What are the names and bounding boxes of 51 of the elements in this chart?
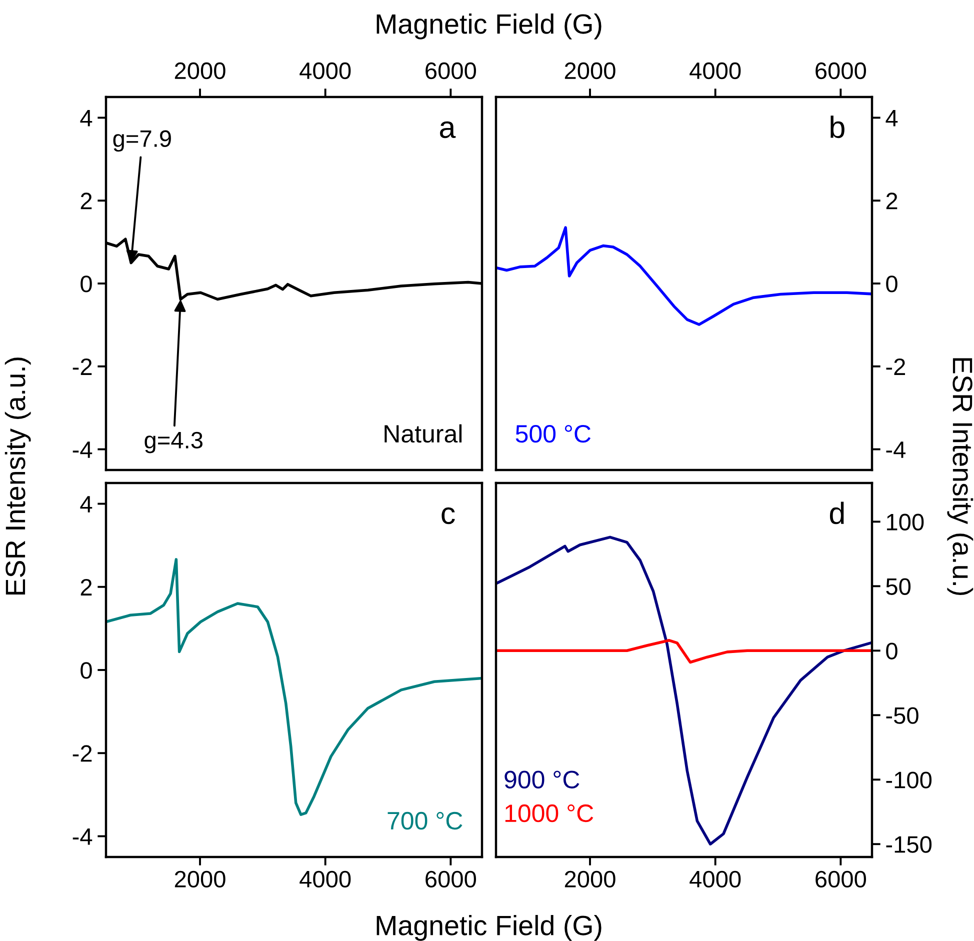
x-tick-label: 4000 bbox=[690, 62, 741, 80]
line-series bbox=[496, 638, 872, 664]
y-tick-label: 0 bbox=[80, 276, 92, 292]
text: 700 °C bbox=[388, 812, 462, 830]
x-tick-label: 6000 bbox=[816, 62, 866, 80]
y-tick-label: -2 bbox=[72, 358, 92, 375]
x-tick-label: 2000 bbox=[564, 870, 616, 888]
x-tick-label: 4000 bbox=[300, 62, 351, 80]
y-axis-title: ESR Intensity (a.u.) bbox=[4, 358, 31, 594]
text: 900 °C bbox=[504, 770, 580, 788]
x-tick-label: 6000 bbox=[816, 870, 866, 888]
x-tick-label: 2000 bbox=[564, 62, 616, 80]
x-tick-label: 2000 bbox=[174, 870, 226, 888]
y-tick-label: -100 bbox=[886, 772, 932, 788]
y-tick-label: -2 bbox=[886, 358, 906, 375]
annotation: c bbox=[442, 507, 455, 524]
text: Natural bbox=[384, 424, 462, 443]
x-tick-label: 4000 bbox=[300, 870, 351, 888]
y-tick-label: 0 bbox=[886, 276, 898, 292]
x-axis-title: Magnetic Field (G) bbox=[376, 13, 602, 40]
y-tick-label: -150 bbox=[886, 836, 932, 853]
x-tick-label: 2000 bbox=[174, 62, 226, 80]
annotation: d bbox=[830, 502, 844, 524]
x-tick-label: 4000 bbox=[690, 870, 741, 888]
text: 1000 °C bbox=[505, 804, 594, 822]
y-tick-label: 2 bbox=[80, 578, 92, 596]
y-tick-label: -50 bbox=[886, 707, 918, 724]
y-tick-label: -4 bbox=[72, 828, 92, 845]
annotation: a bbox=[440, 121, 456, 138]
y-tick-label: 50 bbox=[886, 578, 911, 595]
y-tick-label: 2 bbox=[80, 192, 92, 210]
x-tick-label: 6000 bbox=[426, 62, 476, 80]
y-tick-label: 0 bbox=[80, 662, 92, 679]
y-tick-label: 4 bbox=[80, 496, 92, 512]
x-tick-label: 6000 bbox=[426, 870, 476, 888]
x-axis-title: Magnetic Field (G) bbox=[376, 914, 602, 941]
annotation: g=4.3 bbox=[144, 432, 202, 454]
y-axis-title: ESR Intensity (a.u.) bbox=[947, 358, 974, 596]
annotation: b bbox=[830, 116, 844, 138]
text: 500 °C bbox=[516, 424, 591, 443]
line-series bbox=[496, 536, 872, 846]
y-tick-label: 4 bbox=[886, 110, 898, 126]
y-tick-label: -4 bbox=[886, 442, 906, 458]
y-tick-label: -4 bbox=[72, 442, 92, 458]
y-tick-label: 100 bbox=[886, 514, 924, 530]
y-tick-label: 4 bbox=[80, 110, 92, 126]
y-tick-label: 2 bbox=[886, 192, 898, 210]
annotation: g=7.9 bbox=[113, 130, 171, 152]
y-tick-label: -2 bbox=[72, 745, 92, 762]
y-tick-label: 0 bbox=[886, 642, 898, 660]
line-series bbox=[496, 226, 872, 326]
